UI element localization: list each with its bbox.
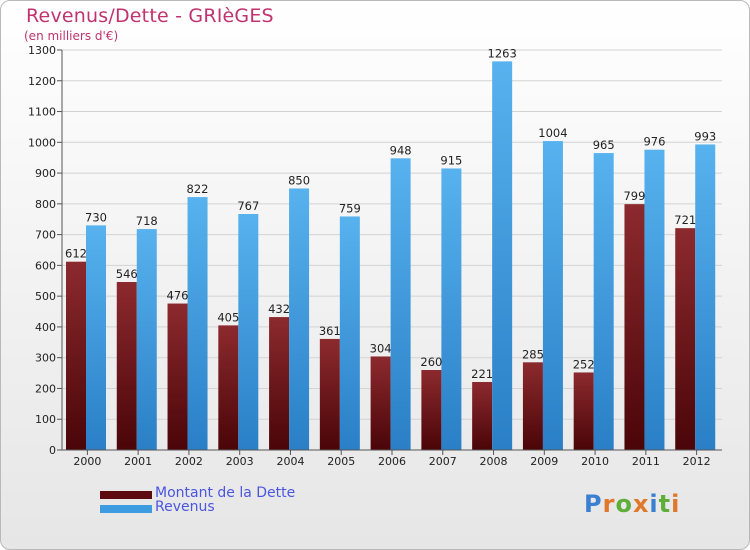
- data-label-dette: 285: [522, 347, 544, 361]
- logo-letter: o: [615, 490, 633, 518]
- bar-revenus: [593, 153, 614, 451]
- bar-dette: [319, 338, 340, 450]
- bar-dette: [116, 282, 137, 450]
- data-label-dette: 221: [471, 367, 493, 381]
- y-tick-label: 900: [35, 167, 56, 180]
- data-label-revenus: 759: [339, 201, 361, 215]
- data-label-dette: 546: [116, 267, 138, 281]
- x-tick-label: 2000: [73, 455, 101, 468]
- data-label-revenus: 915: [440, 153, 462, 167]
- bar-revenus: [441, 168, 462, 450]
- bar-revenus: [238, 214, 259, 450]
- bar-dette: [421, 370, 442, 450]
- x-tick-label: 2010: [581, 455, 609, 468]
- y-tick-label: 300: [35, 352, 56, 365]
- y-tick-label: 1300: [28, 44, 56, 57]
- legend-label-dette: Montant de la Dette: [155, 485, 296, 501]
- x-tick-label: 2008: [480, 455, 508, 468]
- x-tick-label: 2007: [429, 455, 457, 468]
- axes: 0 100 200 300 400 500 600 700 800 900 1000 1100 1200…: [28, 44, 722, 468]
- data-label-dette: 304: [370, 341, 392, 355]
- x-tick-label: 2006: [378, 455, 406, 468]
- y-tick-label: 600: [35, 259, 56, 272]
- bar-revenus: [542, 141, 563, 451]
- bar-revenus: [289, 188, 310, 450]
- logo-letter: r: [602, 490, 616, 518]
- bar-dette: [675, 228, 696, 450]
- y-tick-label: 200: [35, 382, 56, 395]
- logo-letter: t: [658, 490, 672, 518]
- data-label-revenus: 730: [85, 210, 107, 224]
- x-tick-label: 2004: [276, 455, 304, 468]
- data-label-dette: 361: [319, 324, 341, 338]
- data-label-revenus: 718: [136, 214, 158, 228]
- bar-dette: [66, 261, 86, 450]
- data-label-revenus: 767: [237, 199, 259, 213]
- y-tick-label: 0: [49, 444, 56, 457]
- data-label-dette: 476: [167, 289, 189, 303]
- x-tick-label: 2005: [327, 455, 355, 468]
- x-tick-label: 2002: [175, 455, 203, 468]
- data-label-revenus: 976: [643, 135, 665, 149]
- bar-revenus: [492, 61, 513, 451]
- data-label-revenus: 965: [593, 138, 615, 152]
- data-label-revenus: 822: [187, 182, 209, 196]
- x-tick-label: 2012: [683, 455, 711, 468]
- data-label-revenus: 993: [694, 129, 716, 143]
- logo-letter: x: [632, 490, 650, 518]
- x-tick-label: 2003: [226, 455, 254, 468]
- bar-dette: [573, 372, 594, 450]
- data-label-dette: 612: [65, 247, 87, 261]
- data-label-dette: 432: [268, 302, 290, 316]
- bar-revenus: [390, 158, 411, 451]
- bar-revenus: [644, 149, 665, 450]
- bar-revenus: [695, 144, 716, 450]
- data-label-dette: 799: [623, 189, 645, 203]
- data-label-dette: 252: [573, 357, 595, 371]
- y-tick-label: 1200: [28, 75, 56, 88]
- proxiti-logo: Proxiti: [584, 490, 680, 518]
- bar-revenus: [86, 225, 106, 450]
- y-tick-label: 1000: [28, 136, 56, 149]
- bar-dette: [167, 303, 188, 450]
- data-label-revenus: 948: [390, 143, 412, 157]
- bar-dette: [522, 362, 543, 450]
- x-tick-label: 2001: [124, 455, 152, 468]
- legend-swatch-dette: [100, 491, 152, 499]
- logo-letter: i: [649, 490, 659, 518]
- y-tick-label: 100: [35, 413, 56, 426]
- x-tick-label: 2009: [530, 455, 558, 468]
- legend-label-revenus: Revenus: [155, 499, 215, 515]
- data-label-revenus: 1004: [538, 126, 567, 140]
- bar-dette: [472, 382, 493, 450]
- logo-letter: P: [584, 490, 603, 518]
- data-label-dette: 260: [420, 355, 442, 369]
- bar-dette: [269, 317, 290, 450]
- chart-subtitle: (en milliers d'€): [24, 29, 119, 43]
- y-tick-label: 400: [35, 321, 56, 334]
- data-labels: 612 730 546 718 476 822 405 767 432 850 361 759 304 9…: [65, 46, 716, 381]
- logo-letter: i: [671, 490, 681, 518]
- bar-revenus: [339, 216, 360, 450]
- legend-swatch-revenus: [100, 505, 152, 513]
- x-tick-label: 2011: [632, 455, 660, 468]
- bar-dette: [624, 204, 645, 450]
- bar-revenus: [187, 197, 208, 450]
- chart-title: Revenus/Dette - GRIèGES: [26, 5, 274, 27]
- data-label-revenus: 1263: [488, 46, 517, 60]
- data-label-dette: 721: [674, 213, 696, 227]
- data-label-revenus: 850: [288, 173, 310, 187]
- y-tick-label: 1100: [28, 106, 56, 119]
- data-label-dette: 405: [217, 310, 239, 324]
- bar-dette: [218, 325, 239, 450]
- bars: [66, 61, 716, 451]
- bar-dette: [370, 356, 391, 450]
- y-tick-label: 500: [35, 290, 56, 303]
- y-tick-label: 800: [35, 198, 56, 211]
- bar-revenus: [136, 229, 157, 450]
- y-tick-label: 700: [35, 229, 56, 242]
